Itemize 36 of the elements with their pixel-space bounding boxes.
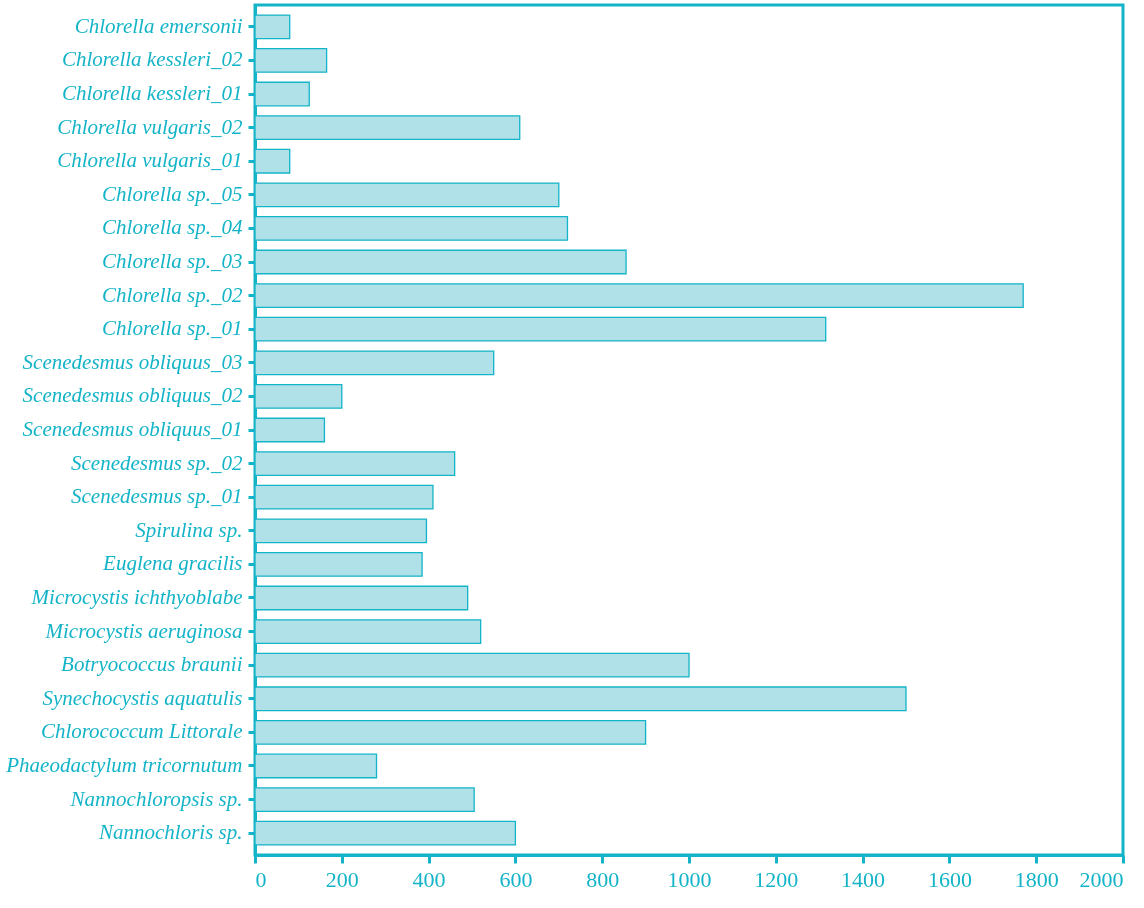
- x-tick-label: 1000: [667, 866, 712, 892]
- y-tick-label: Phaeodactylum tricornutum: [5, 752, 243, 777]
- y-tick-label: Chlorella sp._04: [102, 215, 243, 240]
- y-tick-label: Chlorella sp._05: [102, 181, 243, 206]
- x-tick-label: 1600: [927, 866, 972, 892]
- y-tick-label: Microcystis ichthyoblabe: [30, 584, 243, 609]
- y-tick-label: Botryococcus braunii: [61, 652, 243, 677]
- x-tick-label: 0: [255, 866, 267, 892]
- x-tick-label: 2000: [1079, 866, 1124, 892]
- y-tick-label: Scenedesmus obliquus_02: [22, 383, 243, 408]
- y-tick-label: Chlorella sp._02: [102, 282, 243, 307]
- y-tick-label: Chlorella sp._03: [102, 249, 243, 274]
- y-tick-label: Chlorella vulgaris_02: [57, 114, 243, 139]
- y-tick-label: Spirulina sp.: [135, 517, 243, 542]
- y-tick-label: Synechocystis aquatulis: [42, 685, 243, 710]
- y-tick-label: Microcystis aeruginosa: [44, 618, 243, 643]
- y-tick-label: Nannochloris sp.: [97, 820, 243, 845]
- x-tick-label: 1400: [841, 866, 886, 892]
- y-tick-label: Scenedesmus obliquus_01: [22, 417, 243, 441]
- y-tick-label: Scenedesmus sp._02: [71, 450, 243, 475]
- x-tick-label: 1800: [1014, 866, 1059, 892]
- x-tick-label: 1200: [754, 866, 799, 892]
- y-tick-label: Chlorella emersonii: [74, 13, 243, 38]
- y-tick-label: Scenedesmus sp._01: [71, 484, 243, 509]
- x-tick-label: 600: [499, 866, 533, 892]
- y-tick-label: Nannochloropsis sp.: [69, 786, 243, 811]
- y-tick-label: Chlorella vulgaris_01: [57, 148, 243, 173]
- y-tick-label: Euglena gracilis: [102, 551, 243, 576]
- y-tick-label: Chlorococcum Littorale: [40, 719, 243, 744]
- y-tick-label: Chlorella kessleri_02: [61, 47, 243, 72]
- x-tick-label: 400: [412, 866, 446, 892]
- y-tick-label: Chlorella kessleri_01: [61, 81, 243, 106]
- x-tick-label: 200: [325, 866, 359, 892]
- y-tick-label: Chlorella sp._01: [102, 316, 243, 341]
- x-tick-label: 800: [586, 866, 620, 892]
- y-tick-label: Scenedesmus obliquus_03: [22, 349, 243, 374]
